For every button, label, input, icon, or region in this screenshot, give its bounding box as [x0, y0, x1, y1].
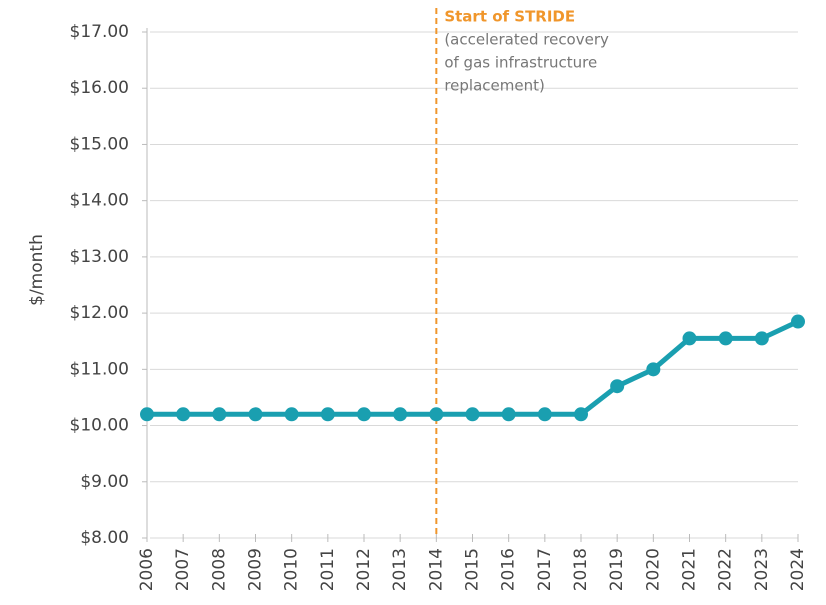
point: [501, 407, 516, 422]
x-tick-label: 2024: [788, 548, 808, 591]
point: [574, 407, 588, 422]
point: [176, 407, 191, 422]
point: [537, 407, 552, 422]
x-tick-label: 2019: [607, 548, 627, 591]
x-tick-label: 2016: [499, 548, 519, 591]
point: [357, 407, 371, 422]
annotation-title: Start of STRIDE: [444, 8, 575, 26]
x-tick-label: 2009: [246, 548, 266, 591]
point: [248, 407, 263, 422]
point: [646, 362, 661, 377]
x-tick-label: 2017: [535, 548, 555, 591]
x-tick-label: 2020: [643, 548, 663, 591]
x-tick-label: 2006: [137, 548, 157, 591]
y-tick-label: $8.00: [80, 528, 129, 548]
y-tick-label: $14.00: [70, 191, 129, 211]
point: [610, 379, 625, 394]
x-tick-label: 2010: [282, 548, 302, 591]
point: [754, 331, 769, 346]
point: [393, 407, 408, 422]
point: [429, 407, 444, 422]
y-tick-label: $11.00: [70, 359, 129, 379]
point: [284, 407, 299, 422]
y-tick-label: $12.00: [70, 303, 129, 323]
x-tick-label: 2021: [680, 548, 700, 591]
x-tick-label: 2022: [716, 548, 736, 591]
y-tick-label: $13.00: [70, 247, 129, 267]
x-tick-label: 2023: [752, 548, 772, 591]
annotation-text: (accelerated recovery: [444, 31, 609, 49]
y-tick-label: $15.00: [70, 134, 129, 154]
x-tick-label: 2008: [209, 548, 229, 591]
point: [465, 407, 480, 422]
y-tick-label: $9.00: [80, 472, 129, 492]
line: [147, 319, 800, 417]
x-tick-label: 2012: [354, 548, 374, 591]
annotation-text: replacement): [444, 77, 545, 95]
point: [140, 407, 154, 422]
x-tick-label: 2007: [173, 548, 193, 591]
y-axis-label: $/month: [27, 234, 47, 306]
point: [718, 331, 733, 346]
y-tick-label: $17.00: [70, 22, 129, 42]
x-tick-label: 2013: [390, 548, 410, 591]
point: [212, 407, 227, 422]
point: [682, 331, 697, 346]
y-tick-label: $10.00: [70, 416, 129, 436]
x-tick-label: 2018: [571, 548, 591, 591]
annotation-text: of gas infrastructure: [444, 54, 597, 72]
x-tick-label: 2015: [463, 548, 483, 591]
y-tick-label: $16.00: [70, 78, 129, 98]
x-tick-label: 2014: [426, 548, 446, 591]
x-tick-label: 2011: [318, 548, 338, 591]
point: [320, 407, 335, 422]
point: [791, 314, 805, 329]
